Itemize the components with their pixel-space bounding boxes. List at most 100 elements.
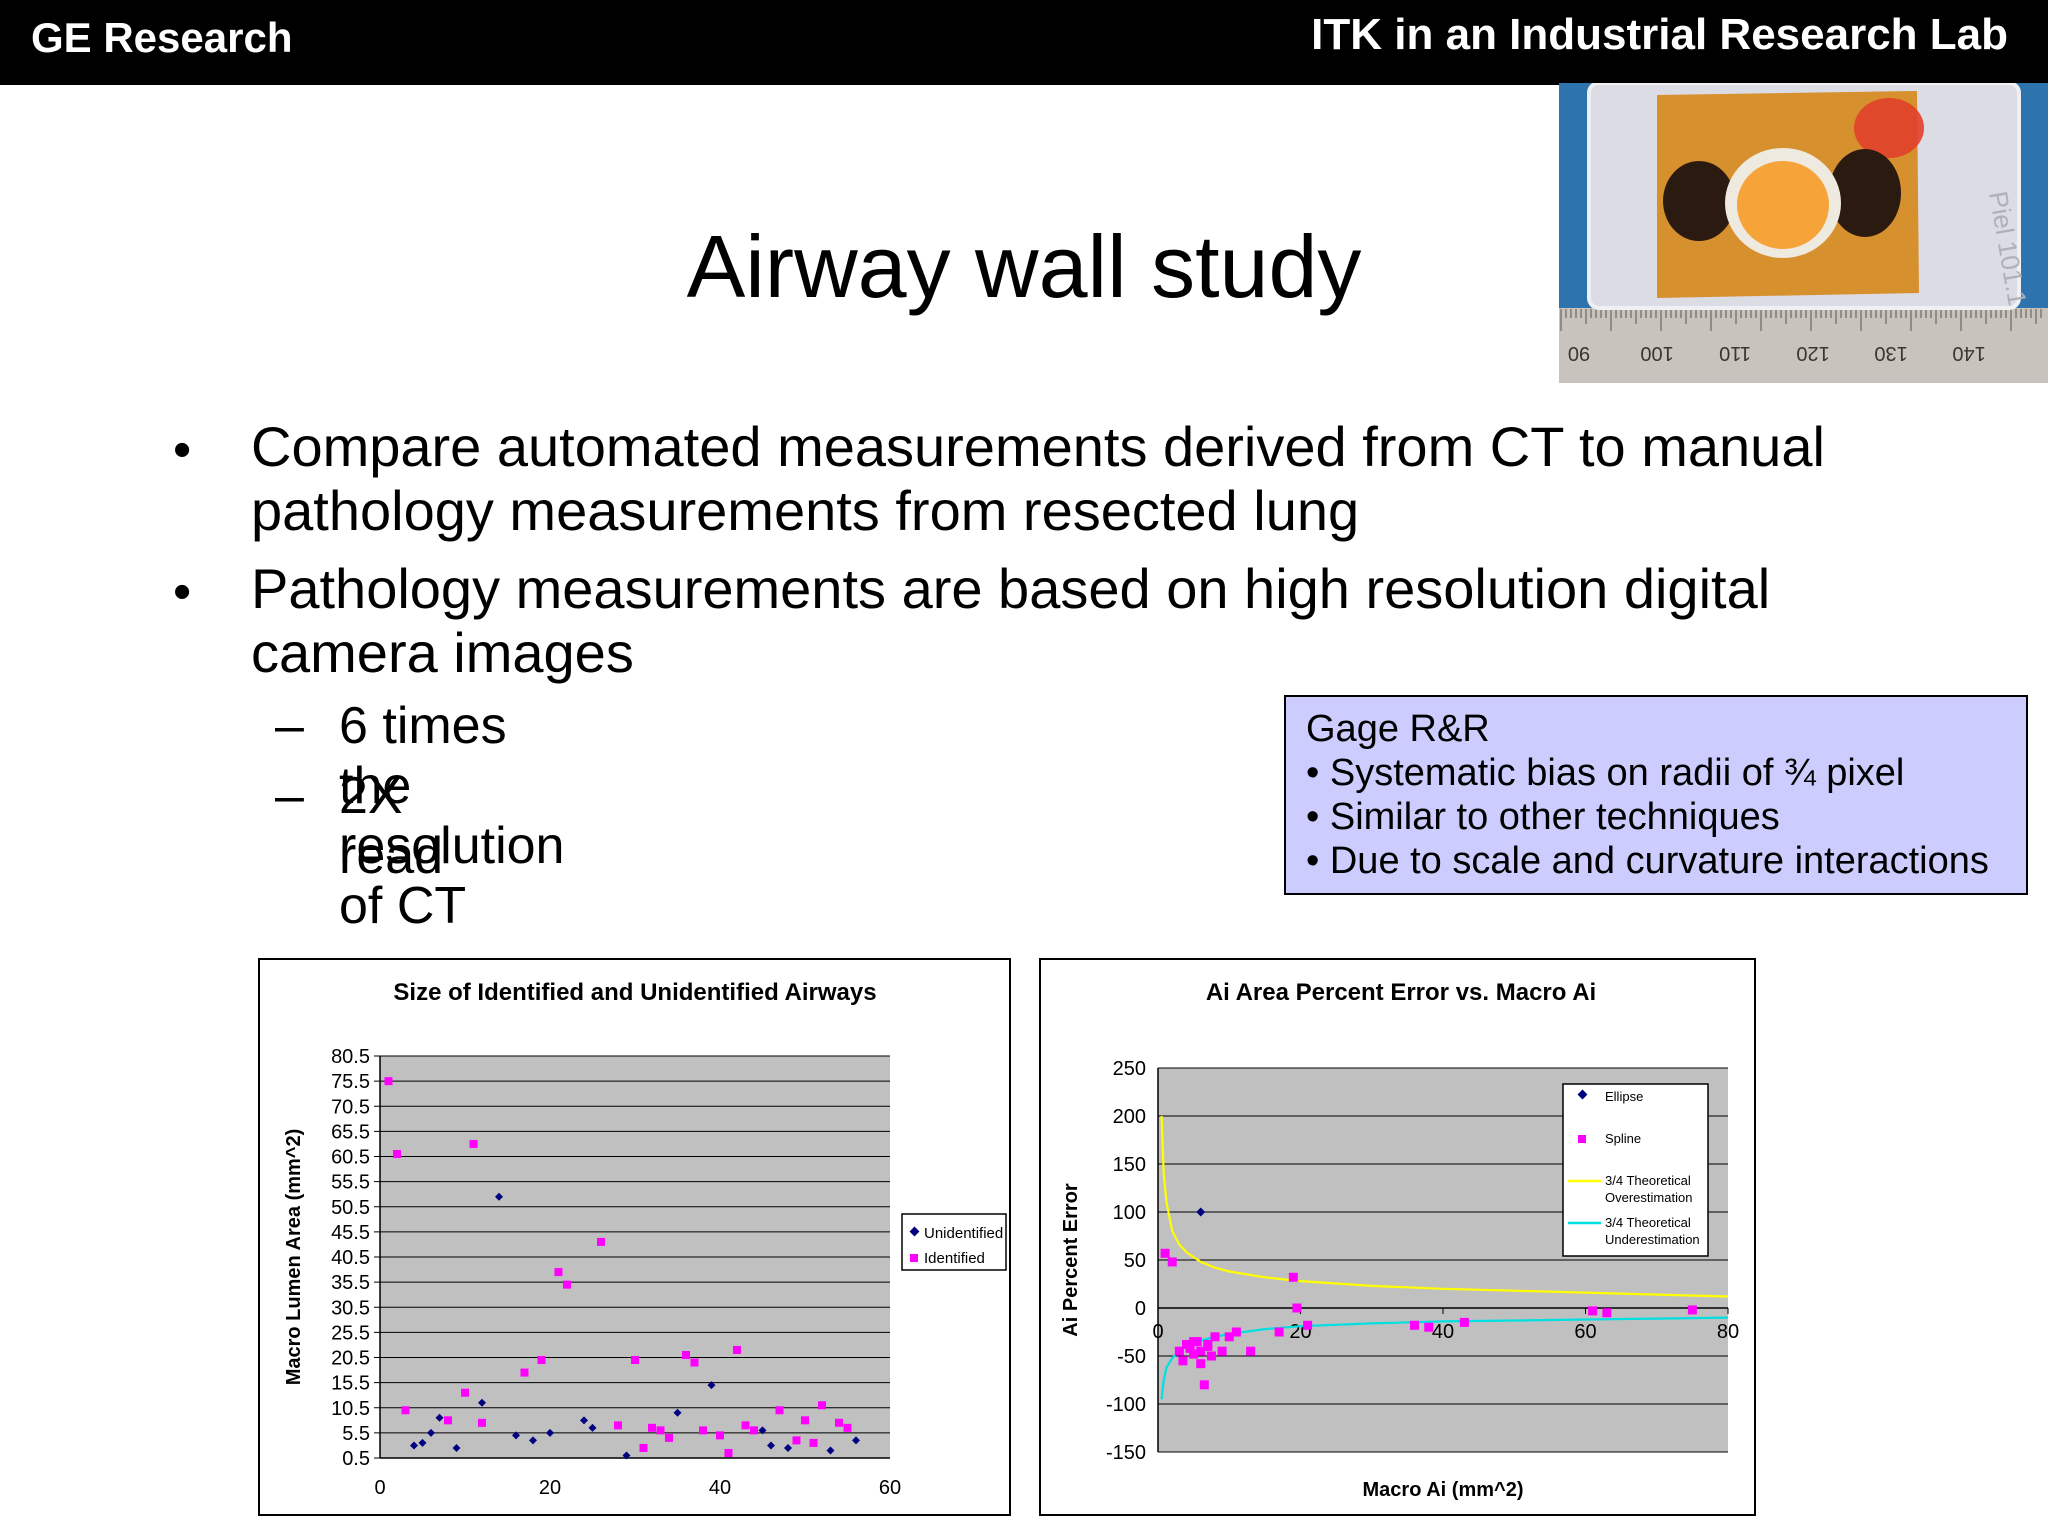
chart1-point-identified [478,1418,486,1427]
chart1-point-unidentified [512,1431,520,1440]
chart1-point-unidentified [707,1381,716,1390]
chart2-point-spline [1206,1351,1216,1361]
chart1-y-ticks: 0.5 5.5 10.5 15.5 20.5 25.5 30.5 35.5 40.5 45.5 50… [331,1046,380,1470]
chart2-point-spline [1288,1272,1298,1282]
brand-label: GE Research [31,14,293,61]
chart1-point-unidentified [588,1423,597,1432]
chart1-point-identified [690,1358,699,1367]
chart1-y-tick-label: 5.5 [342,1423,370,1445]
bullet-2-line-2: camera images [251,621,634,684]
chart2-point-spline [1459,1317,1469,1327]
chart2-point-spline [1217,1346,1227,1356]
chart1-y-tick-label: 40.5 [331,1247,370,1269]
chart2-point-spline [1424,1322,1434,1332]
note-item-2: • Similar to other techniques [1306,796,1780,838]
legend-spline-marker [1578,1135,1586,1143]
chart1-y-tick-label: 45.5 [331,1222,370,1244]
ruler-label: 120 [1796,342,1829,364]
chart1-point-identified [835,1418,843,1427]
bullet-2-line-1: Pathology measurements are based on high… [251,557,1771,620]
chart2-point-spline [1167,1257,1177,1267]
chart1-point-identified [401,1406,410,1415]
legend-ellipse-marker [1577,1089,1588,1100]
chart1-x-tick-label: 0 [374,1477,385,1499]
chart1-point-identified [537,1356,546,1365]
chart2-y-tick-label: -100 [1106,1394,1146,1416]
chart1-y-tick-label: 55.5 [331,1172,370,1194]
chart2-point-spline [1303,1320,1313,1330]
sub-bullet-1: 6 times the resolution of CT [339,697,565,935]
chart1-title: Size of Identified and Unidentified Airw… [393,979,876,1006]
slide-title: Airway wall study [686,217,1362,316]
chart2-x-axis-label: Macro Ai (mm^2) [1363,1479,1524,1501]
chart1-y-tick-label: 25.5 [331,1322,370,1344]
sub-bullet-marker: – [275,697,304,755]
chart2-y-tick-label: 250 [1113,1058,1146,1080]
chart1-point-identified [843,1423,852,1432]
chart2-y-tick-label: 0 [1135,1298,1146,1320]
chart2-y-axis-label: Ai Percent Error [1060,1183,1082,1337]
bullet-marker: • [173,421,192,479]
chart2-title: Ai Area Percent Error vs. Macro Ai [1206,979,1596,1006]
chart2-point-spline [1687,1305,1697,1315]
chart1-y-tick-label: 0.5 [342,1448,370,1470]
chart1-point-identified [792,1436,801,1445]
chart2-point-spline [1274,1327,1284,1337]
airway-size-chart-svg: Size of Identified and Unidentified Airw… [283,979,1007,1499]
chart2-point-spline [1196,1359,1206,1369]
legend-unidentified-label: Unidentified [924,1225,1003,1242]
chart1-gridlines [379,1055,890,1459]
chart1-points [384,1077,860,1460]
chart2-point-spline [1224,1332,1234,1342]
specimen-photo-svg: 90 100 110 120 130 140 Piel 101.1 [1559,81,2048,383]
chart1-point-identified [818,1401,826,1410]
chart1-point-unidentified [478,1398,486,1407]
chart1-y-axis-label: Macro Lumen Area (mm^2) [283,1129,305,1386]
chart1-point-unidentified [826,1446,835,1455]
header-bar: GE Research ITK in an Industrial Researc… [0,0,2048,85]
airway-size-chart: Size of Identified and Unidentified Airw… [258,958,1011,1516]
dark-region-left [1663,161,1735,241]
deck-title: ITK in an Industrial Research Lab [1311,10,2008,59]
chart1-y-tick-label: 80.5 [331,1046,370,1068]
legend-identified-label: Identified [924,1250,985,1267]
chart2-point-spline [1185,1343,1195,1353]
ai-error-chart-svg: Ai Area Percent Error vs. Macro Ai -150 -… [1060,979,1739,1501]
ruler-label: 100 [1640,342,1673,364]
chart2-point-spline [1174,1346,1184,1356]
chart2-y-tick-label: -150 [1106,1442,1146,1464]
ruler-labels: 90 100 110 120 130 140 [1568,342,1986,364]
chart1-point-unidentified [435,1413,444,1422]
chart1-point-unidentified [784,1443,792,1452]
chart1-y-tick-label: 10.5 [331,1398,370,1420]
chart1-point-unidentified [546,1428,554,1437]
chart1-point-identified [631,1356,639,1365]
chart1-point-identified [648,1423,656,1432]
legend-under-label-2: Underestimation [1605,1232,1700,1247]
chart1-point-unidentified [418,1438,427,1447]
chart1-point-identified [444,1416,452,1425]
chart1-point-unidentified [622,1451,631,1460]
chart1-point-identified [699,1426,707,1435]
chart2-y-tick-label: 100 [1113,1202,1146,1224]
chart1-point-identified [665,1433,673,1442]
ruler-label: 90 [1568,342,1590,364]
chart1-point-identified [801,1416,809,1425]
chart1-y-tick-label: 15.5 [331,1373,370,1395]
chart1-point-identified [384,1077,393,1086]
chart2-y-tick-label: 200 [1113,1106,1146,1128]
chart1-point-identified [724,1448,733,1457]
gage-rr-note: Gage R&R • Systematic bias on radii of ¾… [1284,695,2028,895]
bullet-1-line-2: pathology measurements from resected lun… [251,479,1360,542]
ruler-label: 130 [1874,342,1907,364]
legend-spline-label: Spline [1605,1131,1641,1146]
bullet-1-line-1: Compare automated measurements derived f… [251,415,1825,478]
chart1-point-unidentified [673,1408,682,1417]
chart1-point-identified [716,1431,724,1440]
chart2-x-tick-label: 60 [1574,1321,1596,1343]
chart2-point-spline [1199,1380,1209,1390]
bullet-1: Compare automated measurements derived f… [251,415,1951,543]
chart2-point-spline [1588,1306,1598,1316]
chart1-point-identified [563,1280,571,1289]
chart1-point-unidentified [452,1443,461,1452]
